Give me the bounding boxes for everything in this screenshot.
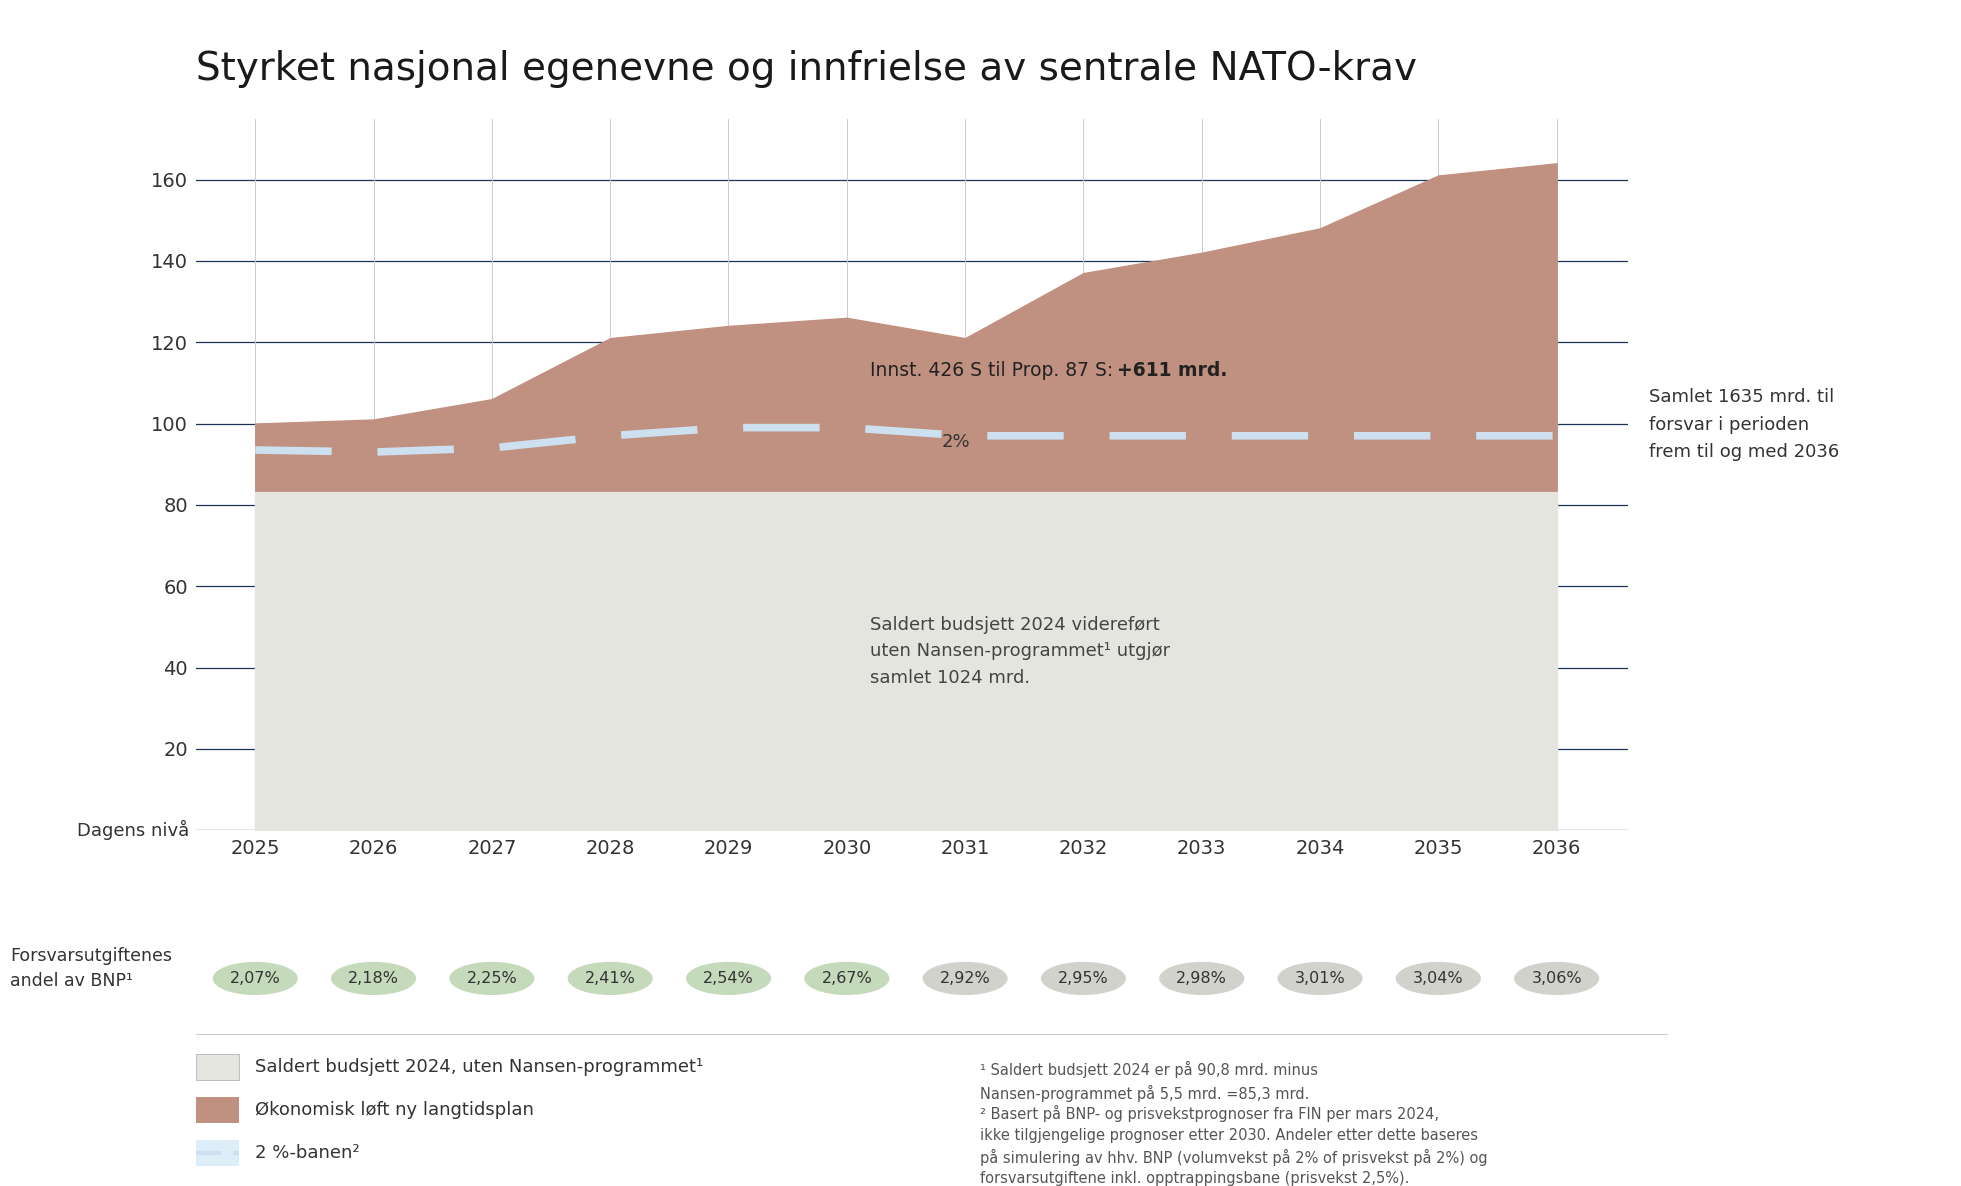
Text: 3,01%: 3,01% <box>1294 971 1345 986</box>
Text: 2,98%: 2,98% <box>1177 971 1228 986</box>
Text: 2,41%: 2,41% <box>584 971 635 986</box>
Text: 2,67%: 2,67% <box>822 971 873 986</box>
Text: 2%: 2% <box>941 433 971 451</box>
Text: Saldert budsjett 2024 videreført
uten Nansen-programmet¹ utgjør
samlet 1024 mrd.: Saldert budsjett 2024 videreført uten Na… <box>871 616 1171 687</box>
Text: 3,06%: 3,06% <box>1532 971 1583 986</box>
Text: 3,04%: 3,04% <box>1414 971 1463 986</box>
Text: ² Basert på BNP- og prisvekstprognoser fra FIN per mars 2024,
ikke tilgjengelige: ² Basert på BNP- og prisvekstprognoser f… <box>980 1105 1488 1186</box>
Text: ¹ Saldert budsjett 2024 er på 90,8 mrd. minus
Nansen-programmet på 5,5 mrd. =85,: ¹ Saldert budsjett 2024 er på 90,8 mrd. … <box>980 1061 1318 1102</box>
Text: 2 %-banen²: 2 %-banen² <box>255 1143 359 1162</box>
Text: Dagens nivå: Dagens nivå <box>76 821 188 840</box>
Text: +611 mrd.: +611 mrd. <box>1118 362 1228 381</box>
Text: 2,54%: 2,54% <box>704 971 753 986</box>
Text: 2,92%: 2,92% <box>939 971 990 986</box>
Text: Innst. 426 S til Prop. 87 S:: Innst. 426 S til Prop. 87 S: <box>871 362 1120 381</box>
Text: 2,07%: 2,07% <box>229 971 280 986</box>
Text: 2,25%: 2,25% <box>467 971 518 986</box>
Text: Samlet 1635 mrd. til
forsvar i perioden
frem til og med 2036: Samlet 1635 mrd. til forsvar i perioden … <box>1649 388 1839 461</box>
Text: 2,18%: 2,18% <box>347 971 398 986</box>
Text: 2,95%: 2,95% <box>1059 971 1108 986</box>
Text: Styrket nasjonal egenevne og innfrielse av sentrale NATO-krav: Styrket nasjonal egenevne og innfrielse … <box>196 50 1418 88</box>
Text: Forsvarsutgiftenes
andel av BNP¹: Forsvarsutgiftenes andel av BNP¹ <box>10 948 173 990</box>
Text: Saldert budsjett 2024, uten Nansen-programmet¹: Saldert budsjett 2024, uten Nansen-progr… <box>255 1058 704 1077</box>
Text: Økonomisk løft ny langtidsplan: Økonomisk løft ny langtidsplan <box>255 1101 533 1120</box>
